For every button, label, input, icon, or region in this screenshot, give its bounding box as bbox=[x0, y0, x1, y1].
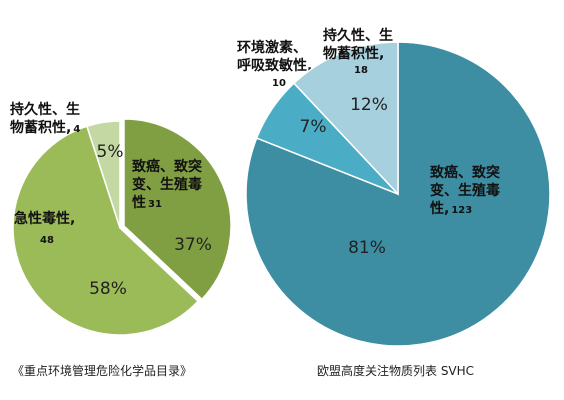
pie-percent-label: 58% bbox=[89, 279, 127, 299]
caption-right: 欧盟高度关注物质列表 SVHC bbox=[317, 364, 475, 378]
pie-count-label: 48 bbox=[40, 235, 54, 246]
pie-category-label: 急性毒性, bbox=[14, 210, 75, 227]
pie-count-label: 31 bbox=[148, 199, 162, 210]
pie-category-label: 物蓄积性, bbox=[323, 45, 384, 62]
pie-count-label: 123 bbox=[451, 205, 472, 216]
pie-count-label: 10 bbox=[272, 78, 286, 89]
pie-slice-left-1 bbox=[12, 125, 200, 336]
pie-category-label: 致癌、致突 bbox=[430, 164, 500, 181]
pie-category-label: 持久性、生 bbox=[10, 101, 80, 118]
caption-left: 《重点环境管理危险化学品目录》 bbox=[12, 364, 193, 378]
pie-slice-left-2 bbox=[85, 120, 121, 229]
pie-category-label: 呼吸致敏性, bbox=[237, 57, 312, 74]
pie-percent-label: 37% bbox=[174, 235, 212, 255]
pie-slice-right-2 bbox=[292, 41, 399, 196]
pie-count-label: 4 bbox=[73, 124, 80, 135]
pie-category-label: 变、生殖毒 bbox=[430, 182, 500, 199]
pie-category-label: 致癌、致突 bbox=[132, 158, 202, 175]
pie-category-label: 物蓄积性, 4 bbox=[10, 119, 80, 136]
pie-slice-left-0 bbox=[123, 118, 232, 301]
pie-percent-label: 5% bbox=[97, 142, 124, 162]
pie-percent-label: 81% bbox=[348, 238, 386, 258]
pie-category-label: 性, 123 bbox=[430, 200, 472, 217]
pie-percent-label: 7% bbox=[300, 117, 327, 137]
pie-category-label: 环境激素、 bbox=[237, 39, 307, 56]
pie-count-label: 18 bbox=[354, 65, 368, 76]
pie-category-label: 变、生殖毒 bbox=[132, 176, 202, 193]
pie-percent-label: 12% bbox=[350, 95, 388, 115]
pie-category-label: 持久性、生 bbox=[323, 27, 393, 44]
